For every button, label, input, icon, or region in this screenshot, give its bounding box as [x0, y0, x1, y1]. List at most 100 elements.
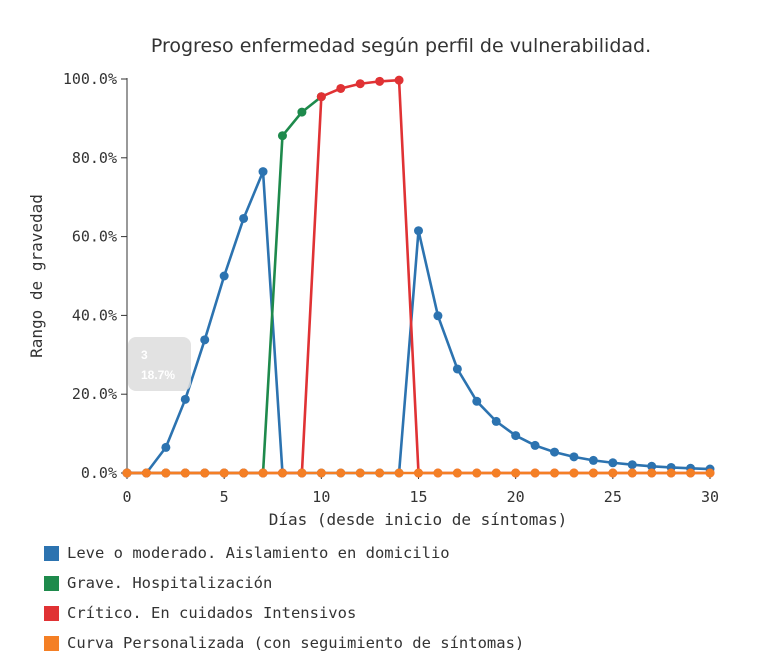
x-axis-label: Días (desde inicio de síntomas): [269, 510, 568, 529]
data-point: [297, 107, 307, 117]
y-tick-label: 80.0%: [72, 149, 117, 167]
chart-legend: Leve o moderado. Aislamiento en domicili…: [44, 538, 524, 658]
data-point: [414, 226, 423, 236]
data-point: [627, 460, 637, 470]
legend-item[interactable]: Curva Personalizada (con seguimiento de …: [44, 628, 524, 658]
data-point: [705, 468, 715, 478]
chart-title: Progreso enfermedad según perfil de vuln…: [151, 35, 651, 57]
data-point: [161, 442, 171, 452]
data-point: [336, 83, 346, 93]
x-tick-label: 5: [220, 488, 229, 506]
data-point: [647, 468, 657, 478]
data-point: [258, 167, 268, 177]
data-point: [375, 76, 385, 86]
legend-item[interactable]: Grave. Hospitalización: [44, 568, 524, 598]
x-tick-label: 30: [701, 488, 719, 506]
legend-item[interactable]: Leve o moderado. Aislamiento en domicili…: [44, 538, 524, 568]
data-point: [511, 431, 521, 441]
data-point: [530, 440, 540, 450]
legend-swatch: [44, 605, 59, 621]
data-point: [686, 468, 696, 478]
data-point: [239, 468, 249, 478]
data-point: [355, 79, 365, 89]
data-point: [277, 468, 287, 478]
y-tick-label: 60.0%: [72, 228, 117, 246]
data-point: [491, 416, 501, 426]
data-point: [608, 468, 618, 478]
data-point: [180, 394, 190, 404]
tooltip-x-value: 3: [141, 348, 148, 362]
series-line: [127, 78, 710, 475]
series-1: [122, 167, 715, 478]
x-axis: 0 5 10 15 20 25 30: [122, 472, 719, 506]
y-axis: 0.0% 20.0% 40.0% 60.0% 80.0% 100.0%: [63, 70, 128, 482]
data-point: [433, 468, 443, 478]
data-point: [122, 468, 132, 478]
data-point: [588, 468, 598, 478]
data-point: [530, 468, 540, 478]
x-tick-label: 0: [122, 488, 131, 506]
data-point: [200, 468, 210, 478]
y-tick-label: 0.0%: [81, 464, 117, 482]
data-point: [550, 447, 560, 457]
legend-label: Grave. Hospitalización: [67, 574, 273, 592]
data-point: [239, 213, 249, 223]
data-point: [511, 468, 521, 478]
x-tick-label: 10: [312, 488, 330, 506]
data-point: [491, 468, 501, 478]
data-point: [355, 468, 365, 478]
data-point: [394, 75, 404, 85]
series-4: [122, 468, 715, 478]
series-line: [127, 95, 323, 475]
data-point: [180, 468, 190, 478]
series-3: [122, 75, 715, 478]
data-point: [414, 468, 423, 478]
hover-tooltip: 3 18.7%: [128, 337, 191, 391]
data-point: [666, 468, 676, 478]
data-point: [200, 335, 210, 345]
data-point: [141, 468, 151, 478]
x-tick-label: 25: [604, 488, 622, 506]
data-point: [433, 311, 443, 321]
data-point: [297, 468, 307, 478]
x-tick-label: 15: [409, 488, 427, 506]
series-line: [127, 170, 711, 475]
data-point: [569, 452, 579, 462]
data-point: [627, 468, 637, 478]
legend-label: Crítico. En cuidados Intensivos: [67, 604, 357, 622]
x-tick-label: 20: [507, 488, 525, 506]
tooltip-y-value: 18.7%: [141, 368, 176, 382]
data-point: [452, 468, 462, 478]
legend-label: Leve o moderado. Aislamiento en domicili…: [67, 544, 450, 562]
data-point: [452, 364, 462, 374]
legend-swatch: [44, 575, 59, 591]
series-layer: [122, 75, 715, 478]
y-axis-label: Rango de gravedad: [27, 194, 46, 358]
data-point: [394, 468, 404, 478]
y-tick-label: 20.0%: [72, 385, 117, 403]
data-point: [336, 468, 346, 478]
data-point: [258, 468, 268, 478]
data-point: [472, 396, 482, 406]
legend-swatch: [44, 545, 59, 561]
data-point: [277, 131, 287, 141]
data-point: [588, 455, 598, 465]
data-point: [550, 468, 560, 478]
legend-label: Curva Personalizada (con seguimiento de …: [67, 634, 525, 652]
data-point: [647, 461, 657, 471]
data-point: [472, 468, 482, 478]
y-tick-label: 100.0%: [63, 70, 117, 88]
legend-swatch: [44, 635, 59, 651]
data-point: [569, 468, 579, 478]
data-point: [161, 468, 171, 478]
data-point: [219, 468, 229, 478]
data-point: [316, 92, 326, 102]
series-2: [122, 92, 326, 478]
y-tick-label: 40.0%: [72, 306, 117, 324]
data-point: [608, 458, 618, 468]
data-point: [219, 271, 229, 281]
data-point: [375, 468, 385, 478]
data-point: [316, 468, 326, 478]
legend-item[interactable]: Crítico. En cuidados Intensivos: [44, 598, 524, 628]
